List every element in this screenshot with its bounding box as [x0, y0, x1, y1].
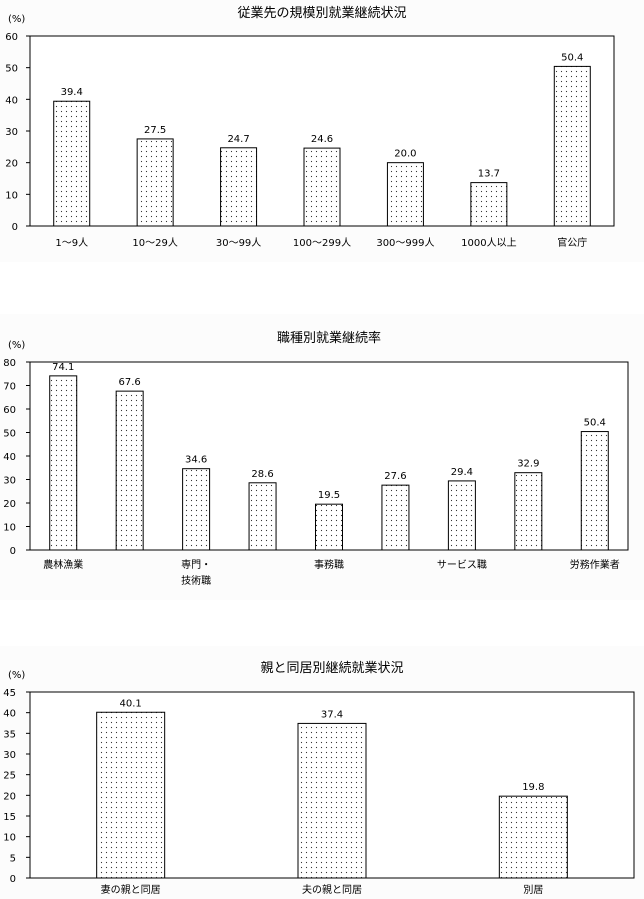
y-tick-label: 10	[3, 523, 16, 534]
y-tick-label: 10	[5, 190, 18, 201]
y-tick-label: 40	[5, 95, 18, 106]
y-tick-label: 0	[10, 874, 16, 885]
bar	[182, 468, 211, 551]
bar	[580, 431, 609, 551]
category-label: 10～29人	[132, 237, 177, 249]
category-label: 官公庁	[557, 236, 587, 249]
y-tick-label: 45	[3, 688, 16, 699]
y-tick-label: 0	[12, 222, 18, 233]
data-label: 40.1	[120, 698, 142, 709]
bar	[386, 162, 424, 227]
y-unit-label: (%)	[8, 14, 25, 25]
data-label: 13.7	[478, 169, 500, 180]
category-label: 専門・	[181, 559, 211, 571]
y-unit-label: (%)	[8, 670, 25, 681]
chart-employer-size-svg: 従業先の規模別就業継続状況 (%) 0 10 20 30 40 50 60 39.4 1～9人 27.…	[0, 0, 644, 262]
chart-occupation: 職種別就業継続率 (%) 0 10 20 30 40 50 60 70 80 74.1 農林漁業 67.6…	[0, 314, 644, 600]
data-label: 50.4	[584, 418, 606, 429]
data-label: 20.0	[394, 149, 416, 160]
chart-title: 職種別就業継続率	[277, 330, 381, 346]
data-label: 37.4	[321, 709, 343, 720]
bar	[53, 100, 91, 227]
data-label: 27.5	[144, 125, 166, 136]
category-label: 100～299人	[293, 237, 351, 249]
y-tick-label: 25	[3, 771, 16, 782]
chart-occupation-svg: 職種別就業継続率 (%) 0 10 20 30 40 50 60 70 80 74.1 農林漁業 67.6…	[0, 314, 644, 600]
bar	[553, 65, 591, 227]
bar	[381, 484, 410, 551]
bar	[96, 711, 166, 879]
data-label: 74.1	[52, 362, 74, 373]
bar	[49, 375, 78, 551]
bar	[303, 147, 341, 227]
category-label: 技術職	[181, 574, 211, 587]
y-tick-label: 40	[3, 452, 16, 463]
chart-title: 親と同居別継続就業状況	[260, 660, 403, 676]
data-label: 50.4	[561, 52, 583, 63]
y-tick-label: 60	[5, 32, 18, 43]
data-label: 32.9	[517, 459, 539, 470]
category-label: 事務職	[314, 558, 344, 571]
y-tick-label: 30	[3, 476, 16, 487]
bar	[514, 472, 543, 551]
data-label: 24.6	[311, 134, 333, 145]
category-label: サービス職	[437, 559, 487, 571]
y-tick-label: 20	[3, 499, 16, 510]
y-tick-label: 70	[3, 382, 16, 393]
data-label: 19.8	[522, 782, 544, 793]
category-label: 30～99人	[216, 237, 261, 249]
y-tick-label: 60	[3, 405, 16, 416]
category-label: 1～9人	[55, 237, 88, 249]
y-tick-label: 5	[10, 853, 16, 864]
category-label: 夫の親と同居	[302, 883, 362, 896]
chart-cohabitation-svg: 親と同居別継続就業状況 (%) 0 5 10 15 20 25 30 35 40 45 40.1 妻の親と…	[0, 646, 644, 899]
y-tick-label: 0	[10, 546, 16, 557]
y-tick-label: 20	[5, 159, 18, 170]
category-label: 農林漁業	[43, 558, 83, 571]
data-label: 27.6	[384, 471, 406, 482]
category-label: 1000人以上	[461, 237, 516, 249]
y-tick-label: 50	[3, 429, 16, 440]
bar	[297, 722, 367, 879]
data-label: 24.7	[227, 134, 249, 145]
y-tick-label: 50	[5, 64, 18, 75]
chart-cohabitation: 親と同居別継続就業状況 (%) 0 5 10 15 20 25 30 35 40 45 40.1 妻の親と…	[0, 646, 644, 899]
data-label: 19.5	[318, 490, 340, 501]
y-tick-label: 80	[3, 358, 16, 369]
data-label: 67.6	[119, 377, 141, 388]
data-label: 34.6	[185, 455, 207, 466]
y-tick-label: 20	[3, 791, 16, 802]
data-label: 39.4	[61, 87, 83, 98]
y-tick-label: 30	[5, 127, 18, 138]
y-tick-label: 35	[3, 729, 16, 740]
category-label: 別居	[523, 884, 543, 896]
data-label: 29.4	[451, 467, 473, 478]
bar	[248, 482, 277, 551]
bar	[315, 503, 343, 551]
chart-title: 従業先の規模別就業継続状況	[237, 5, 406, 21]
data-label: 28.6	[251, 469, 273, 480]
y-tick-label: 15	[3, 812, 16, 823]
y-tick-label: 30	[3, 750, 16, 761]
bar	[498, 795, 568, 879]
y-tick-label: 10	[3, 833, 16, 844]
y-tick-label: 40	[3, 709, 16, 720]
y-unit-label: (%)	[8, 340, 25, 351]
chart-employer-size: 従業先の規模別就業継続状況 (%) 0 10 20 30 40 50 60 39.4 1～9人 27.…	[0, 0, 644, 262]
bar	[220, 147, 258, 227]
category-label: 労務作業者	[570, 558, 620, 571]
category-label: 妻の親と同居	[101, 883, 161, 896]
bar	[136, 138, 174, 227]
bar	[115, 390, 144, 551]
bar	[447, 480, 476, 551]
category-label: 300～999人	[376, 237, 434, 249]
bar	[470, 182, 508, 227]
